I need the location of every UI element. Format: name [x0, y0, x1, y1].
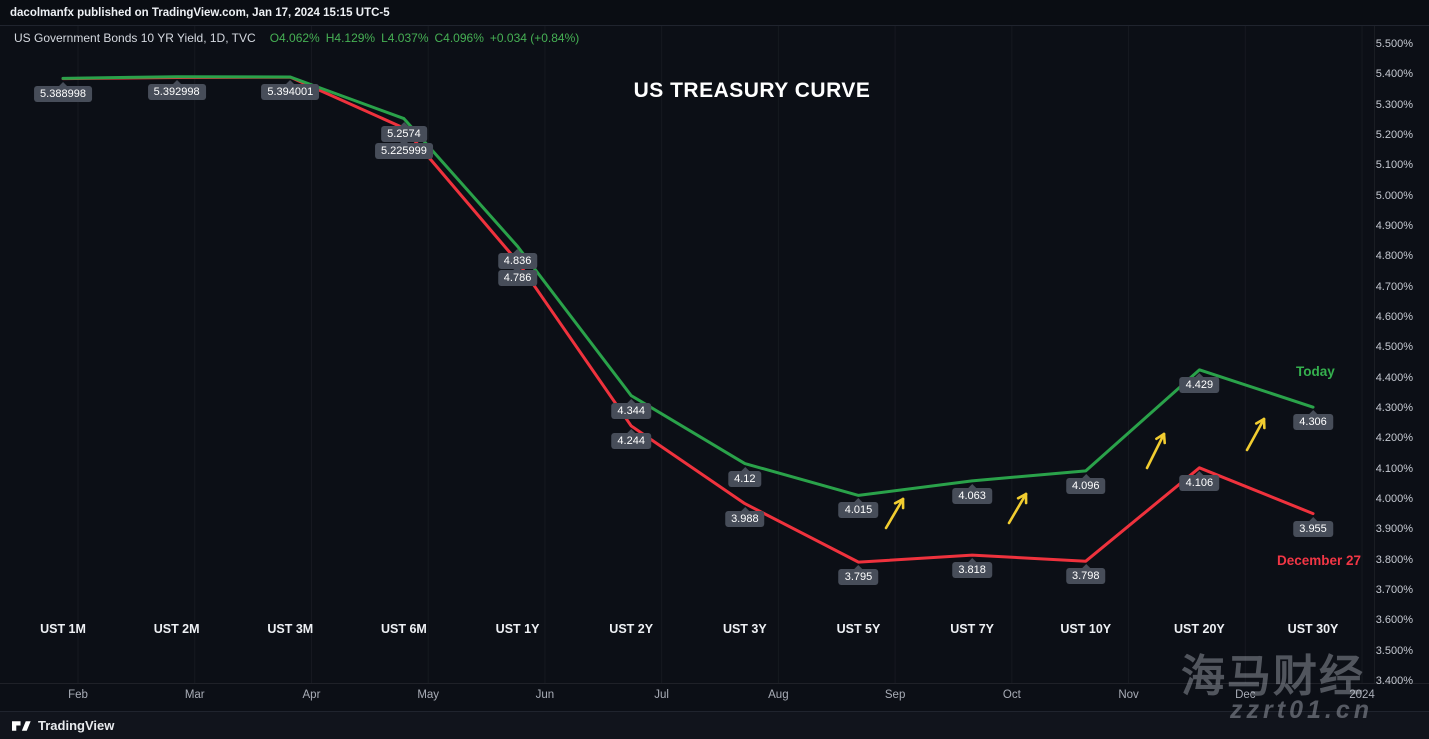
price-axis-label: 4.600% — [1375, 310, 1413, 323]
ohlc-value: 4.129% — [334, 31, 376, 45]
price-label: 3.795 — [838, 565, 879, 586]
price-label: 4.786 — [497, 266, 538, 287]
price-axis-label: 3.500% — [1375, 644, 1413, 657]
price-axis[interactable]: 5.500% 5.400% 5.300% 5.200% 5.100% 5.000% 4.90… — [1359, 0, 1429, 739]
price-label: 4.12 — [728, 466, 762, 487]
category-label: UST 10Y — [1060, 622, 1112, 636]
publish-text: dacolmanfx published on TradingView.com,… — [10, 6, 390, 19]
price-axis-label: 4.400% — [1375, 371, 1413, 384]
series-line-today — [61, 75, 1315, 497]
category-label: UST 6M — [380, 622, 427, 636]
annotation-arrow — [1245, 417, 1266, 452]
price-axis-label: 3.900% — [1375, 523, 1413, 536]
ohlc-value: 4.096% — [443, 31, 484, 45]
price-label: 4.344 — [611, 398, 651, 419]
price-axis-label: 4.700% — [1375, 280, 1413, 293]
price-axis-label: 4.100% — [1375, 462, 1413, 475]
time-axis-label[interactable]: Mar — [184, 689, 205, 701]
time-axis-label[interactable]: Sep — [884, 689, 906, 701]
series-line-december-27 — [61, 75, 1315, 564]
ohlc-letter: C — [434, 31, 444, 45]
price-axis-label: 4.200% — [1375, 432, 1413, 445]
category-label: UST 5Y — [836, 622, 881, 636]
series-label-today: Today — [1296, 364, 1335, 379]
time-axis-label[interactable]: Jun — [535, 689, 555, 701]
price-axis-label: 5.200% — [1375, 128, 1413, 141]
price-label: 4.429 — [1179, 372, 1220, 393]
time-axis-label[interactable]: Dec — [1235, 689, 1256, 701]
price-axis-label: 5.100% — [1375, 159, 1413, 172]
price-label: 4.015 — [838, 498, 879, 519]
price-label: 5.392998 — [147, 80, 206, 101]
time-axis-label[interactable]: May — [417, 689, 440, 701]
price-axis-label: 4.000% — [1375, 492, 1413, 505]
time-axis-separator — [0, 683, 1429, 684]
category-label: UST 1Y — [495, 622, 540, 636]
price-axis-label: 3.800% — [1375, 553, 1413, 566]
category-label: UST 2Y — [609, 622, 654, 636]
time-axis-label[interactable]: Oct — [1002, 689, 1021, 701]
price-label: 4.096 — [1065, 473, 1106, 494]
price-label: 4.306 — [1293, 410, 1333, 431]
price-axis-label: 3.700% — [1375, 583, 1413, 596]
price-label: 4.063 — [952, 483, 992, 504]
publish-bar: dacolmanfx published on TradingView.com,… — [0, 0, 1429, 26]
symbol-legend[interactable]: US Government Bonds 10 YR Yield, 1D, TVC… — [14, 31, 579, 45]
price-axis-label: 4.800% — [1375, 250, 1413, 263]
price-axis-label: 4.500% — [1375, 341, 1413, 354]
annotation-arrow — [1007, 492, 1028, 525]
series-label-december-27: December 27 — [1277, 553, 1362, 568]
price-label: 5.388998 — [34, 81, 92, 102]
tradingview-logo-icon[interactable] — [12, 719, 31, 733]
ohlc-letter: O — [269, 31, 280, 45]
price-label: 3.988 — [725, 506, 765, 527]
watermark-cjk: 海马财经 — [1181, 652, 1365, 701]
category-label: UST 7Y — [950, 622, 994, 636]
category-label: UST 3M — [267, 622, 314, 636]
category-label: UST 1M — [40, 622, 86, 636]
time-axis-label[interactable]: Aug — [768, 689, 789, 701]
price-axis-label: 3.400% — [1375, 674, 1413, 687]
price-label: 3.955 — [1293, 516, 1333, 537]
ohlc-letter: L — [381, 31, 388, 45]
ohlc-values: O4.062% H4.129% L4.037% C4.096% +0.034 (+0.8… — [264, 31, 580, 45]
price-label: 4.244 — [611, 428, 651, 449]
price-axis-label: 5.500% — [1375, 38, 1413, 50]
category-label: UST 2M — [153, 622, 200, 636]
price-axis-label: 3.600% — [1375, 614, 1413, 627]
footer-bar: TradingView — [0, 711, 1429, 739]
price-label: 5.394001 — [261, 80, 320, 101]
price-axis-label: 4.900% — [1375, 219, 1413, 232]
price-axis-label: 5.400% — [1375, 68, 1413, 81]
ohlc-value: 4.037% — [387, 31, 429, 45]
change-value: +0.034 (+0.84%) — [489, 31, 580, 45]
symbol-name[interactable]: US Government Bonds 10 YR Yield, 1D, TVC — [14, 31, 256, 45]
time-axis-label[interactable]: Jul — [654, 689, 669, 701]
category-label: UST 20Y — [1174, 622, 1225, 636]
chart-title: US TREASURY CURVE — [633, 79, 871, 102]
time-axis-label[interactable]: Nov — [1118, 689, 1139, 701]
price-axis-separator — [1374, 26, 1375, 683]
tradingview-brand-text[interactable]: TradingView — [38, 718, 115, 733]
price-axis-label: 5.000% — [1375, 189, 1413, 202]
annotation-arrow — [1145, 432, 1167, 470]
time-axis-label[interactable]: Apr — [302, 689, 321, 701]
price-label: 3.798 — [1065, 564, 1106, 585]
price-label: 4.106 — [1179, 470, 1220, 491]
ohlc-letter: H — [325, 31, 335, 45]
price-axis-label: 5.300% — [1375, 98, 1413, 111]
time-axis-label[interactable]: Feb — [68, 689, 88, 701]
category-label: UST 30Y — [1287, 622, 1339, 636]
annotation-arrow — [884, 497, 905, 530]
price-label: 3.818 — [952, 558, 992, 579]
category-label: UST 3Y — [722, 622, 767, 636]
price-label: 5.225999 — [374, 138, 433, 159]
price-axis-label: 4.300% — [1375, 401, 1413, 414]
ohlc-value: 4.062% — [279, 31, 320, 45]
time-axis-label[interactable]: 2024 — [1349, 689, 1375, 701]
